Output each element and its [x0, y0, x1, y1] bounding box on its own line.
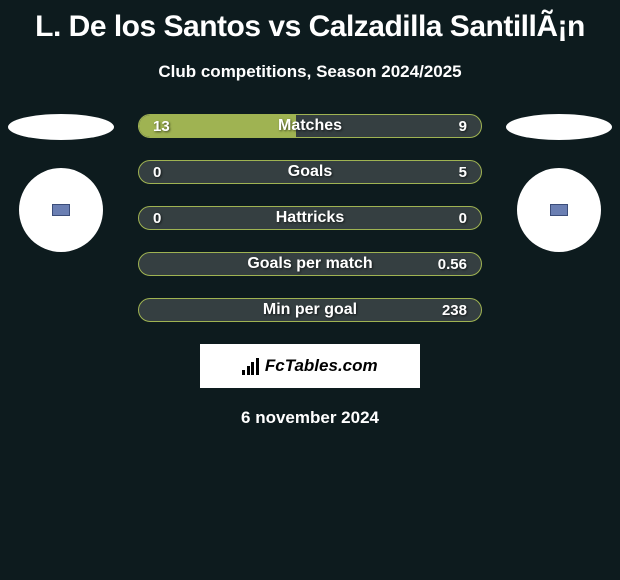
stat-label: Min per goal	[263, 301, 357, 319]
stat-right-value: 0.56	[438, 256, 467, 273]
stat-right-value: 9	[459, 118, 467, 135]
comparison-area: 13 Matches 9 0 Goals 5 0 Hattricks 0 Goa…	[0, 114, 620, 322]
stat-right-value: 5	[459, 164, 467, 181]
page-title: L. De los Santos vs Calzadilla SantillÃ¡…	[35, 10, 585, 44]
stat-right-value: 238	[442, 302, 467, 319]
stat-label: Hattricks	[276, 209, 344, 227]
player-right-flag	[506, 114, 612, 140]
subtitle: Club competitions, Season 2024/2025	[158, 62, 461, 82]
player-right-club	[517, 168, 601, 252]
stat-row: 13 Matches 9	[138, 114, 482, 138]
stat-label: Goals	[288, 163, 332, 181]
stat-left-value: 0	[153, 210, 161, 227]
brand-chart-icon	[242, 357, 259, 375]
date-text: 6 november 2024	[241, 408, 379, 428]
stat-row: Min per goal 238	[138, 298, 482, 322]
player-left-club	[19, 168, 103, 252]
club-icon	[550, 204, 568, 216]
stat-label: Goals per match	[247, 255, 372, 273]
player-left-col	[8, 114, 114, 252]
stat-row: Goals per match 0.56	[138, 252, 482, 276]
brand-link[interactable]: FcTables.com	[200, 344, 420, 388]
brand-text: FcTables.com	[265, 356, 378, 376]
stat-label: Matches	[278, 117, 342, 135]
player-right-col	[506, 114, 612, 252]
player-left-flag	[8, 114, 114, 140]
stat-row: 0 Hattricks 0	[138, 206, 482, 230]
stat-left-value: 13	[153, 118, 170, 135]
stats-column: 13 Matches 9 0 Goals 5 0 Hattricks 0 Goa…	[138, 114, 482, 322]
club-icon	[52, 204, 70, 216]
stat-row: 0 Goals 5	[138, 160, 482, 184]
stat-right-value: 0	[459, 210, 467, 227]
stat-left-value: 0	[153, 164, 161, 181]
